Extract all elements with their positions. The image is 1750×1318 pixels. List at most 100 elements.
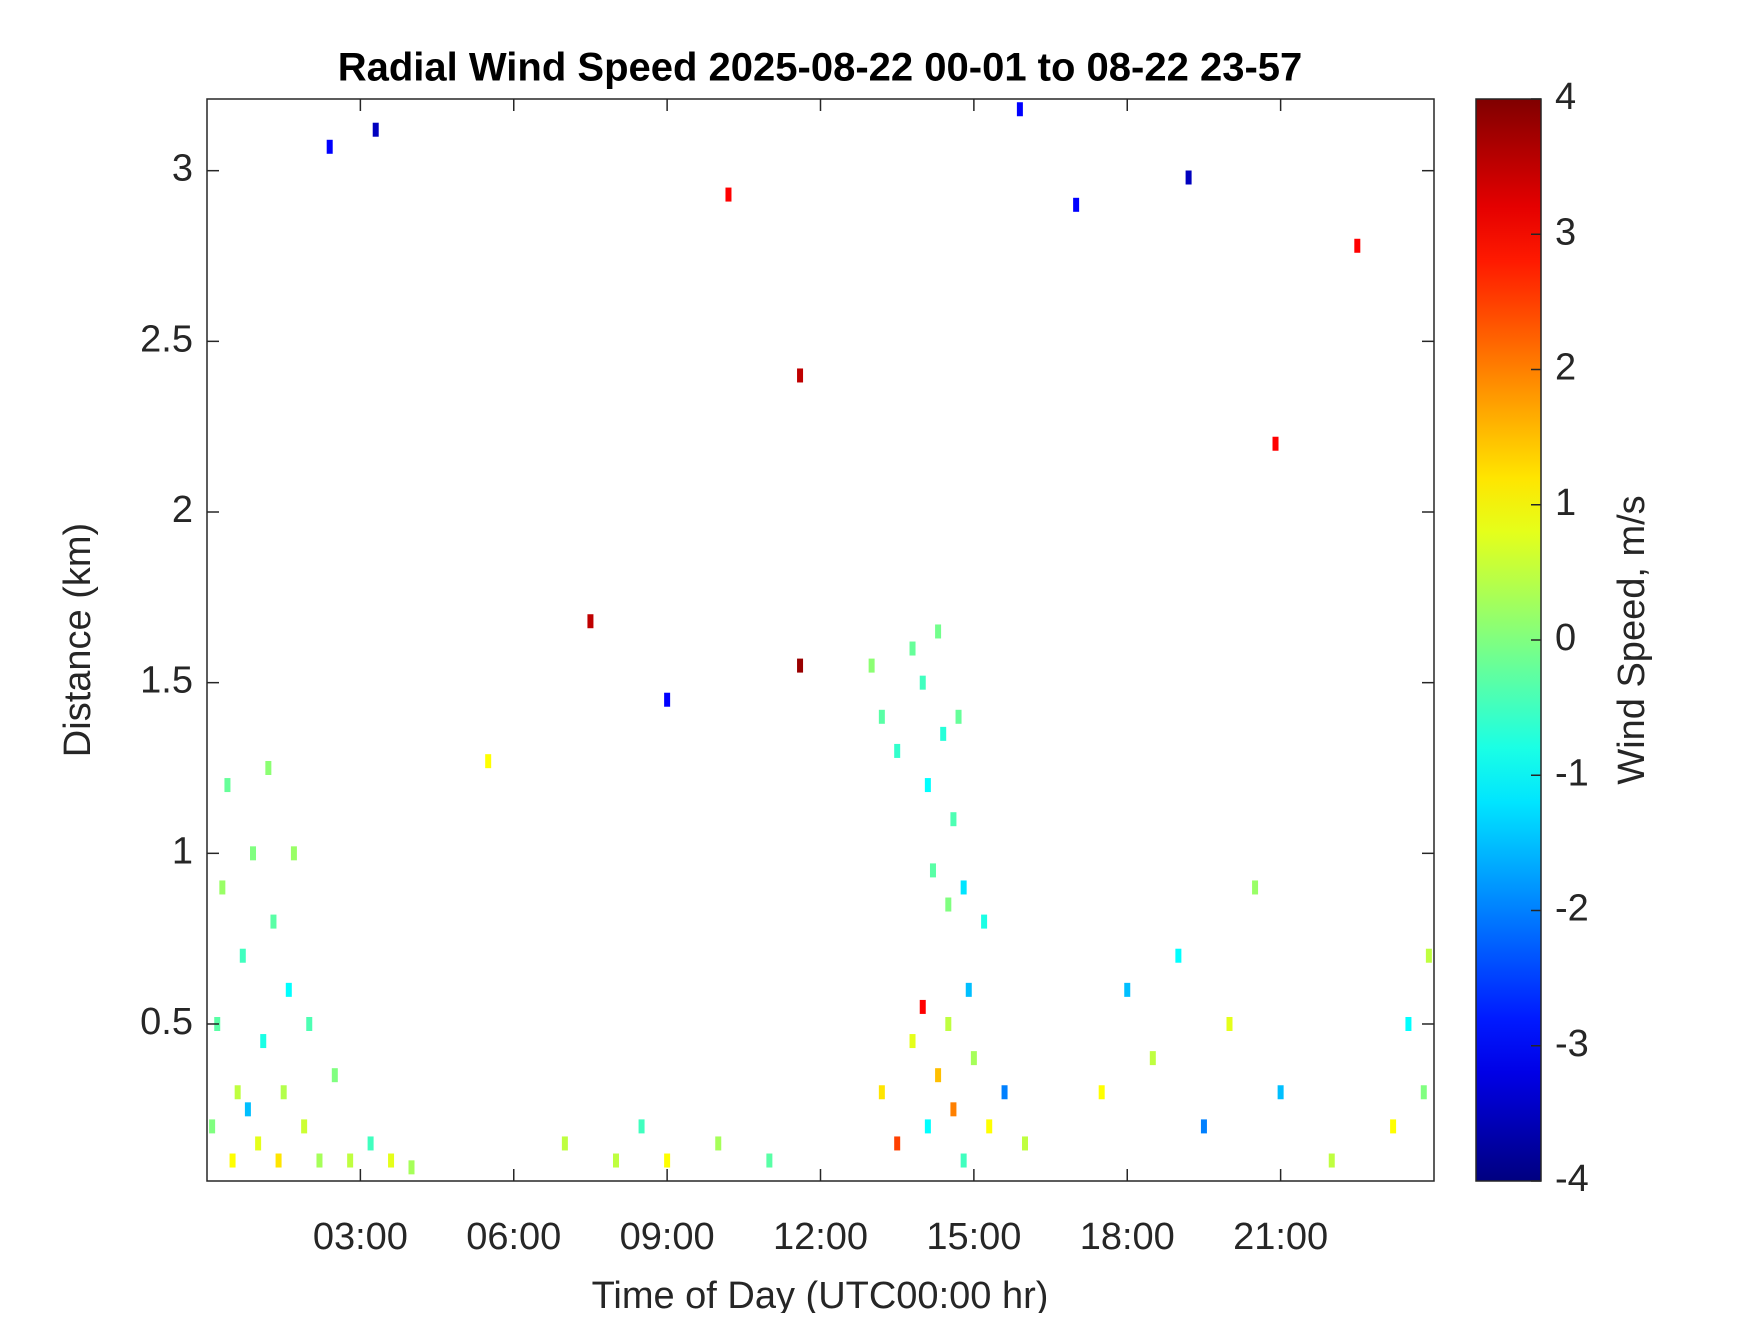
data-cell xyxy=(255,1136,262,1151)
x-tick-label: 12:00 xyxy=(773,1216,868,1258)
data-cell xyxy=(613,1153,619,1168)
data-cell xyxy=(316,1153,323,1168)
colorbar-tick-label: -2 xyxy=(1555,888,1589,930)
y-tick-label: 1 xyxy=(172,830,193,872)
colorbar-tick-label: 0 xyxy=(1555,617,1576,659)
data-cell xyxy=(878,1085,885,1100)
data-cell xyxy=(1405,1016,1412,1031)
data-cell xyxy=(981,914,988,929)
colorbar-tick-label: -1 xyxy=(1555,752,1589,794)
data-cell xyxy=(219,880,226,895)
data-cell xyxy=(1200,1119,1207,1134)
colorbar-tick-label: -4 xyxy=(1555,1158,1589,1200)
y-tick-label: 3 xyxy=(172,148,193,190)
data-cell xyxy=(935,1068,942,1083)
data-cell xyxy=(894,743,901,758)
data-cell xyxy=(924,778,931,793)
data-cell xyxy=(260,1034,267,1049)
data-cell xyxy=(1277,1085,1284,1100)
data-cell xyxy=(945,897,952,912)
data-cell xyxy=(587,614,594,629)
data-cell xyxy=(766,1153,773,1168)
data-cell xyxy=(372,122,379,137)
data-cell xyxy=(940,726,947,741)
data-cell xyxy=(224,778,231,793)
x-tick-label: 09:00 xyxy=(620,1216,715,1258)
data-cell xyxy=(960,1153,967,1168)
data-cell xyxy=(797,368,804,383)
y-tick-label: 2.5 xyxy=(140,318,193,360)
y-tick-label: 0.5 xyxy=(140,1001,193,1043)
data-cell xyxy=(986,1119,993,1134)
data-cell xyxy=(250,846,257,861)
data-cell xyxy=(664,692,671,707)
data-cell xyxy=(1420,1085,1427,1100)
colorbar-tick-label: 1 xyxy=(1555,482,1576,524)
x-tick-label: 21:00 xyxy=(1233,1216,1328,1258)
data-cell xyxy=(960,880,967,895)
data-cell xyxy=(965,982,972,997)
y-tick-label: 1.5 xyxy=(140,660,193,702)
data-cell xyxy=(290,846,297,861)
data-cell xyxy=(1354,238,1361,253)
data-cell xyxy=(1226,1016,1233,1031)
data-cell xyxy=(1390,1119,1397,1134)
chart-title: Radial Wind Speed 2025-08-22 00-01 to 08… xyxy=(338,46,1303,90)
data-cell xyxy=(561,1136,568,1151)
data-cell xyxy=(945,1016,952,1031)
data-cell xyxy=(955,709,962,724)
data-cell xyxy=(1001,1085,1008,1100)
data-cell xyxy=(209,1119,216,1134)
data-cell xyxy=(275,1153,282,1168)
x-tick-label: 15:00 xyxy=(926,1216,1021,1258)
data-cell xyxy=(239,948,246,963)
data-cell xyxy=(909,1034,916,1049)
x-axis-label: Time of Day (UTC00:00 hr) xyxy=(592,1275,1049,1313)
data-cell xyxy=(1073,197,1080,212)
data-cell xyxy=(797,658,804,673)
data-cell xyxy=(485,754,492,769)
data-cell xyxy=(408,1160,415,1175)
x-tick-label: 06:00 xyxy=(466,1216,561,1258)
data-cell xyxy=(878,709,885,724)
data-cell xyxy=(331,1068,338,1083)
x-tick-label: 18:00 xyxy=(1080,1216,1175,1258)
colorbar-tick-label: 3 xyxy=(1555,211,1576,253)
data-cell xyxy=(1175,948,1182,963)
data-cell xyxy=(301,1119,308,1134)
data-cell xyxy=(638,1119,645,1134)
data-cell xyxy=(924,1119,931,1134)
data-cell xyxy=(347,1153,354,1168)
y-axis-label: Distance (km) xyxy=(57,523,99,757)
data-cell xyxy=(234,1085,241,1100)
data-cell xyxy=(664,1153,671,1168)
data-cell xyxy=(326,139,333,154)
data-cell xyxy=(270,914,277,929)
data-cell xyxy=(715,1136,722,1151)
data-cell xyxy=(1022,1136,1028,1151)
data-cell xyxy=(909,641,916,656)
data-cell xyxy=(306,1016,313,1031)
colorbar-tick-label: 4 xyxy=(1555,76,1576,118)
data-cell xyxy=(229,1153,236,1168)
data-cell xyxy=(919,675,926,690)
colorbar xyxy=(1475,98,1542,1182)
colorbar-tick-label: -3 xyxy=(1555,1023,1589,1065)
data-cell xyxy=(388,1153,395,1168)
x-tick-label: 03:00 xyxy=(313,1216,408,1258)
y-tick-label: 2 xyxy=(172,489,193,531)
data-cell xyxy=(1185,170,1192,185)
data-cell xyxy=(367,1136,374,1151)
data-cell xyxy=(725,187,732,202)
colorbar-tick-label: 2 xyxy=(1555,347,1576,389)
data-cell xyxy=(970,1051,977,1066)
data-cell xyxy=(894,1136,901,1151)
data-cell xyxy=(868,658,875,673)
data-cell xyxy=(1425,948,1432,963)
data-cell xyxy=(280,1085,287,1100)
data-cell xyxy=(1328,1153,1335,1168)
data-cell xyxy=(950,1102,957,1117)
data-cell xyxy=(1252,880,1259,895)
data-cell xyxy=(265,760,272,775)
